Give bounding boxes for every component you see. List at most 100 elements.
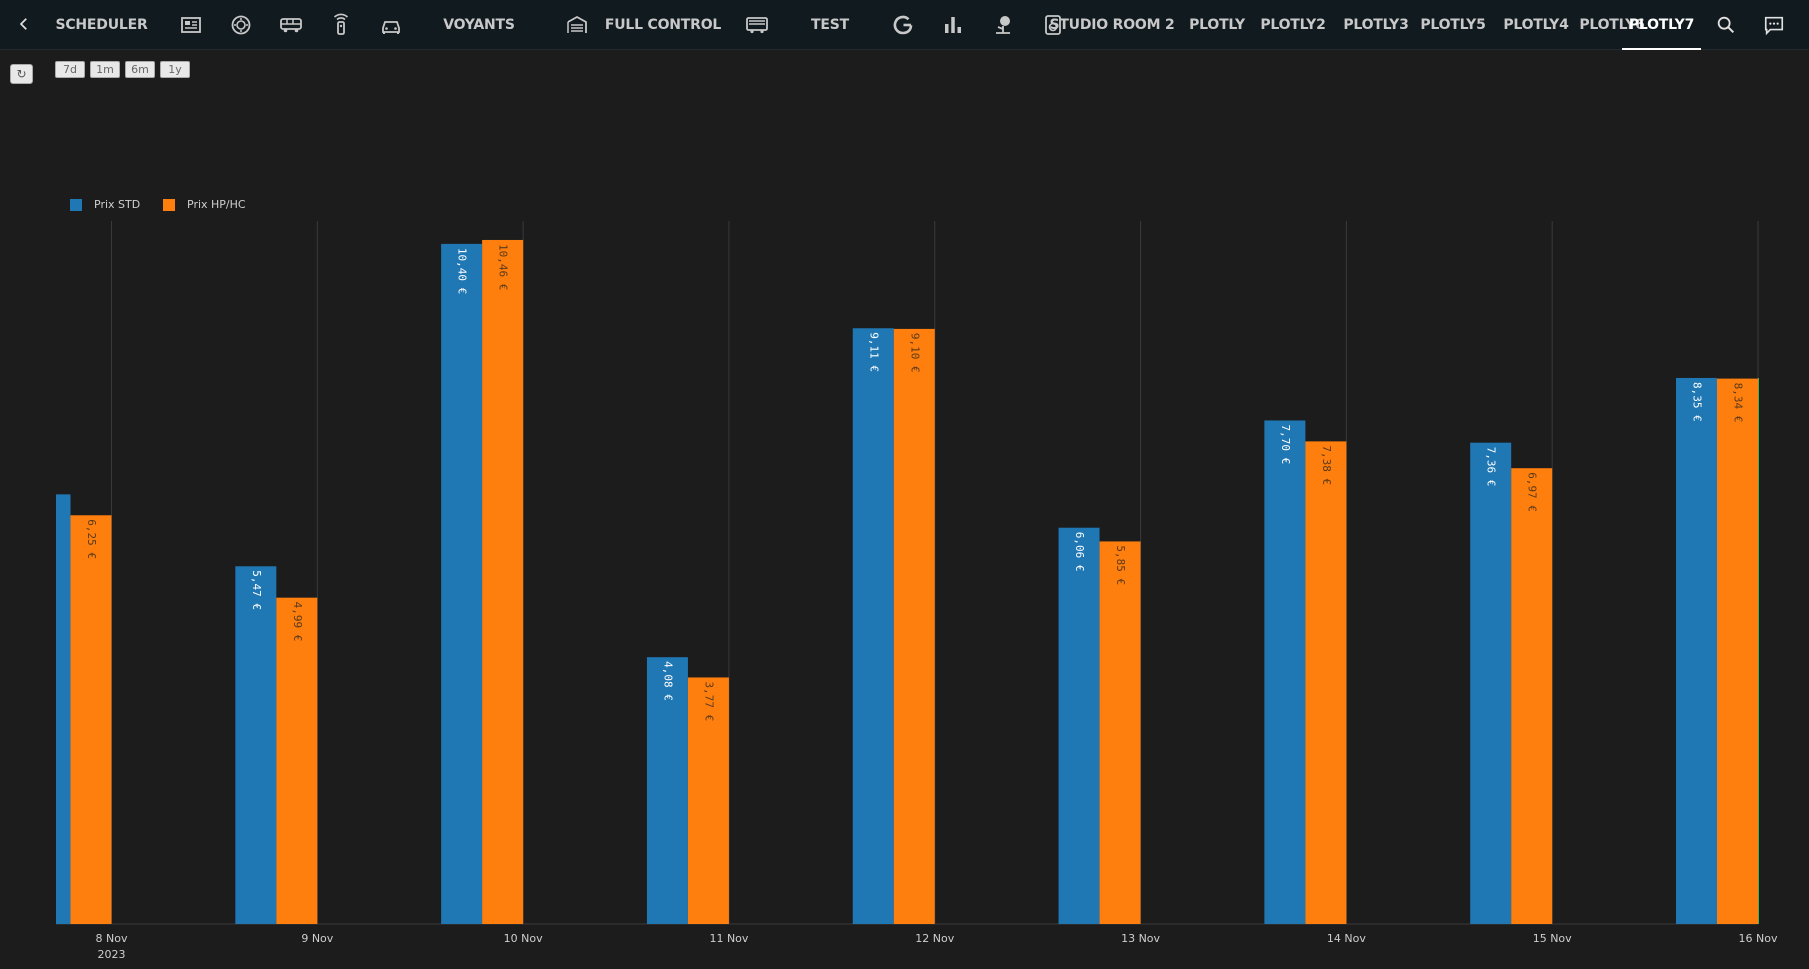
x-tick-label: 15 Nov bbox=[1533, 932, 1572, 945]
robot-vacuum-icon bbox=[231, 15, 251, 35]
tab-plotly4[interactable]: PLOTLY4 bbox=[1493, 0, 1579, 50]
search-button[interactable] bbox=[1713, 12, 1739, 38]
tab-scheduler[interactable]: SCHEDULER bbox=[55, 0, 148, 50]
x-tick-label: 8 Nov bbox=[96, 932, 128, 945]
tab-bar-chart[interactable] bbox=[928, 0, 978, 50]
speaker-icon bbox=[1045, 15, 1061, 35]
top-navigation-bar: SCHEDULER VOYANTS FULL CONTROL TEST STUDIO R… bbox=[0, 0, 1809, 50]
chat-icon bbox=[1764, 16, 1784, 36]
bar-std bbox=[235, 566, 277, 924]
tab-test[interactable]: TEST bbox=[782, 0, 878, 50]
tree-icon bbox=[996, 16, 1010, 34]
tab-plotly7[interactable]: PLOTLY7 bbox=[1622, 0, 1701, 50]
bar-data-label: 6,97 € bbox=[1526, 472, 1539, 512]
bar-hp bbox=[1099, 541, 1141, 924]
x-tick-label: 14 Nov bbox=[1327, 932, 1366, 945]
bar-data-label: 6,25 € bbox=[85, 519, 98, 559]
refresh-button[interactable]: ↻ bbox=[10, 64, 33, 84]
x-tick-year-label: 2023 bbox=[98, 948, 126, 961]
bar-data-label: 5,47 € bbox=[250, 570, 263, 610]
legend-label-hp: Prix HP/HC bbox=[187, 198, 246, 211]
bar-hp bbox=[1305, 441, 1347, 924]
bar-std bbox=[646, 657, 688, 924]
chevron-left-icon bbox=[19, 18, 27, 30]
bar-data-label: 10,40 € bbox=[456, 248, 469, 294]
bar-std bbox=[1470, 442, 1512, 924]
search-icon bbox=[1717, 16, 1735, 34]
bar-hp bbox=[1717, 378, 1758, 924]
bar-data-label: 9,10 € bbox=[908, 333, 921, 373]
remote-control-icon bbox=[333, 13, 349, 35]
range-7d-button[interactable]: 7d bbox=[55, 61, 85, 78]
bar-chart-icon bbox=[945, 17, 961, 33]
tab-label: PLOTLY bbox=[1189, 17, 1245, 33]
tab-plotly3[interactable]: PLOTLY3 bbox=[1333, 0, 1419, 50]
camper-icon bbox=[746, 17, 768, 34]
tab-label: SCHEDULER bbox=[55, 17, 148, 33]
assist-button[interactable] bbox=[1761, 12, 1787, 38]
legend-swatch-std bbox=[70, 198, 82, 211]
bar-hp bbox=[1511, 468, 1553, 924]
tab-google[interactable] bbox=[878, 0, 928, 50]
tab-remote-control[interactable] bbox=[316, 0, 366, 50]
newspaper-icon bbox=[181, 17, 201, 33]
bar-data-label: 4,99 € bbox=[291, 602, 304, 642]
dashboard-tabs: SCHEDULER VOYANTS FULL CONTROL TEST STUDIO R… bbox=[50, 0, 1730, 50]
range-6m-button[interactable]: 6m bbox=[125, 61, 155, 78]
tab-label: PLOTLY5 bbox=[1420, 17, 1486, 33]
tab-garage[interactable] bbox=[552, 0, 602, 50]
tab-label: PLOTLY2 bbox=[1260, 17, 1326, 33]
tab-camper[interactable] bbox=[732, 0, 782, 50]
tab-studio-room-2[interactable]: STUDIO ROOM 2 bbox=[1049, 0, 1174, 50]
bar-std bbox=[441, 243, 483, 924]
bar-data-label: 8,35 € bbox=[1691, 382, 1704, 422]
tab-label: TEST bbox=[811, 17, 849, 33]
bar-hp bbox=[893, 328, 935, 924]
tab-label: STUDIO ROOM 2 bbox=[1049, 17, 1175, 33]
tab-plotly6[interactable]: PLOTLY6 bbox=[1569, 0, 1655, 50]
x-tick-label: 13 Nov bbox=[1121, 932, 1160, 945]
tab-label: FULL CONTROL bbox=[604, 17, 722, 33]
tab-plotly2[interactable]: PLOTLY2 bbox=[1250, 0, 1336, 50]
legend-swatch-hp bbox=[163, 198, 175, 211]
bar-data-label: 7,70 € bbox=[1279, 424, 1292, 464]
bar-std bbox=[56, 494, 71, 924]
tab-label: PLOTLY3 bbox=[1343, 17, 1409, 33]
legend-item-std[interactable]: Prix STD bbox=[70, 198, 140, 211]
bar-data-label: 4,08 € bbox=[661, 661, 674, 701]
garage-icon bbox=[567, 15, 587, 33]
tab-label: PLOTLY4 bbox=[1503, 17, 1569, 33]
bar-data-label: 8,34 € bbox=[1732, 383, 1745, 423]
bar-data-label: 9,11 € bbox=[867, 332, 880, 372]
tab-plotly[interactable]: PLOTLY bbox=[1174, 0, 1260, 50]
legend-item-hp[interactable]: Prix HP/HC bbox=[163, 198, 246, 211]
van-icon bbox=[280, 18, 302, 33]
back-button[interactable] bbox=[12, 12, 36, 36]
bar-std bbox=[852, 328, 894, 924]
tab-tree[interactable] bbox=[978, 0, 1028, 50]
tab-speaker[interactable] bbox=[1028, 0, 1078, 50]
bar-data-label: 6,06 € bbox=[1073, 532, 1086, 572]
bar-std bbox=[1264, 420, 1306, 924]
range-1y-button[interactable]: 1y bbox=[160, 61, 190, 78]
x-tick-label: 11 Nov bbox=[709, 932, 748, 945]
tab-newspaper[interactable] bbox=[166, 0, 216, 50]
bar-data-label: 3,77 € bbox=[702, 681, 715, 721]
x-tick-label: 10 Nov bbox=[504, 932, 543, 945]
x-tick-label: 16 Nov bbox=[1739, 932, 1778, 945]
tab-plotly5[interactable]: PLOTLY5 bbox=[1410, 0, 1496, 50]
bar-hp bbox=[687, 677, 729, 924]
tab-car[interactable] bbox=[366, 0, 416, 50]
tab-label: PLOTLY7 bbox=[1628, 17, 1695, 33]
bar-hp bbox=[482, 239, 524, 924]
tab-voyants[interactable]: VOYANTS bbox=[416, 0, 542, 50]
tab-robot-vacuum[interactable] bbox=[216, 0, 266, 50]
bar-data-label: 7,36 € bbox=[1485, 447, 1498, 487]
tab-van[interactable] bbox=[266, 0, 316, 50]
range-1m-button[interactable]: 1m bbox=[90, 61, 120, 78]
x-tick-label: 12 Nov bbox=[915, 932, 954, 945]
bar-std bbox=[1676, 377, 1717, 924]
bar-data-label: 7,38 € bbox=[1320, 445, 1333, 485]
tab-full-control[interactable]: FULL CONTROL bbox=[602, 0, 724, 50]
